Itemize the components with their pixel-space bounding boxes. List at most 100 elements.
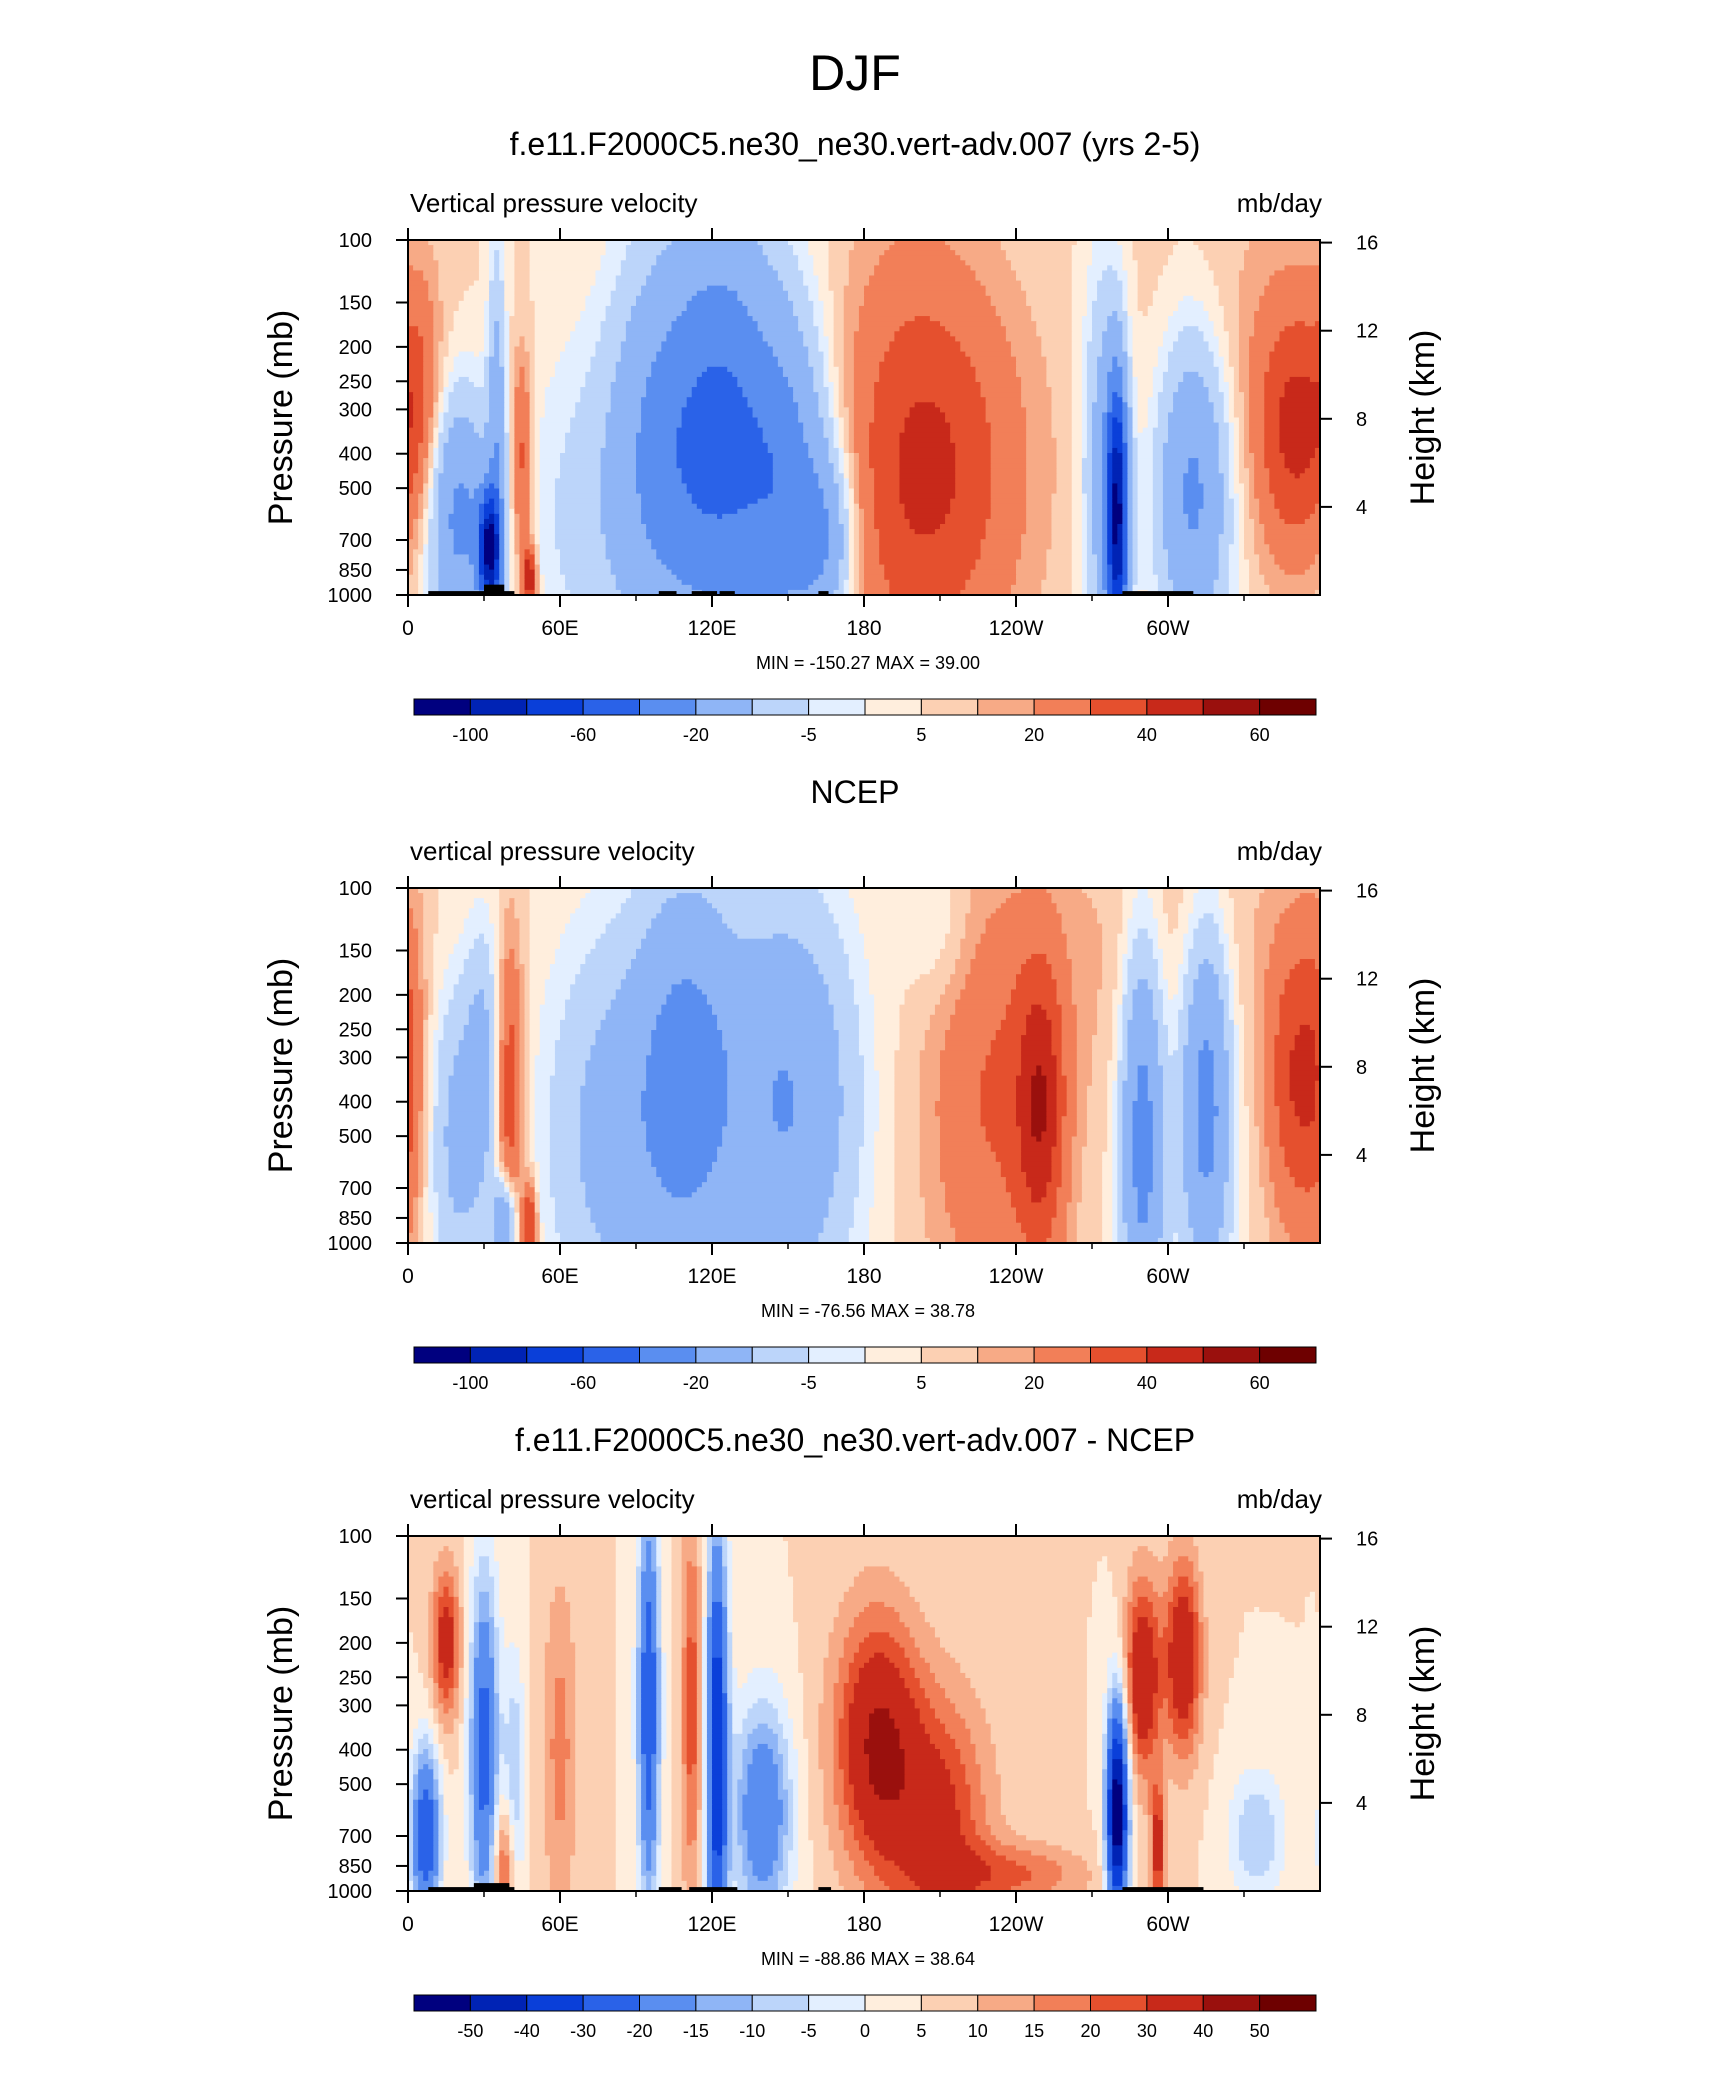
field-cell [1147, 928, 1159, 935]
field-cell [1117, 417, 1123, 424]
field-cell [418, 463, 424, 469]
field-cell [955, 478, 992, 485]
field-cell [478, 544, 485, 550]
field-cell [408, 265, 414, 272]
field-cell [1112, 559, 1123, 566]
field-cell [874, 1060, 895, 1067]
field-cell [433, 1060, 439, 1067]
field-cell [1193, 908, 1225, 914]
field-cell [1228, 356, 1240, 363]
field-cell [1213, 417, 1225, 424]
field-cell [838, 564, 850, 571]
field-cell [468, 417, 490, 424]
field-cell [1051, 1019, 1063, 1026]
field-cell [539, 564, 561, 571]
panel-left-label: Vertical pressure velocity [410, 188, 698, 218]
field-cell [838, 458, 845, 464]
field-cell [499, 493, 505, 500]
field-cell [489, 964, 495, 970]
field-cell [1233, 1009, 1245, 1016]
field-cell [1254, 994, 1265, 1001]
field-cell [1228, 437, 1235, 444]
field-cell [641, 290, 698, 297]
field-cell [534, 442, 541, 449]
field-cell [1051, 529, 1073, 535]
x-tick-label: 180 [846, 617, 881, 640]
field-cell [838, 432, 845, 439]
field-cell [772, 468, 814, 474]
field-cell [1178, 1009, 1189, 1016]
field-cell [408, 898, 424, 904]
field-cell [1122, 564, 1129, 571]
field-cell [1228, 458, 1235, 464]
field-cell [777, 275, 804, 282]
field-cell [808, 447, 830, 454]
field-cell [990, 478, 1027, 485]
field-cell [1137, 412, 1149, 419]
field-cell [514, 422, 531, 429]
field-cell [651, 361, 779, 368]
field-cell [1127, 918, 1159, 925]
field-cell [615, 366, 652, 373]
field-cell [747, 305, 794, 312]
field-cell [838, 1035, 860, 1041]
field-cell [600, 483, 637, 490]
field-cell [1304, 518, 1321, 525]
field-cell [874, 1045, 901, 1051]
field-cell [965, 351, 1012, 358]
field-cell [433, 341, 439, 348]
field-cell [443, 442, 495, 449]
field-cell [509, 518, 515, 525]
field-cell [499, 524, 505, 530]
field-cell [813, 260, 830, 266]
field-cell [504, 392, 510, 398]
field-cell [1233, 1070, 1240, 1077]
field-cell [478, 250, 490, 256]
field-cell [448, 1080, 490, 1087]
field-cell [428, 483, 434, 490]
field-cell [494, 574, 500, 581]
field-cell [1228, 392, 1235, 398]
field-cell [1162, 336, 1179, 343]
field-cell [575, 974, 627, 980]
field-cell [843, 295, 865, 302]
field-cell [666, 999, 708, 1006]
field-cell [1137, 300, 1154, 307]
field-cell [1132, 953, 1154, 960]
field-cell [438, 513, 450, 520]
field-cell [499, 1060, 505, 1067]
field-cell [1249, 513, 1260, 520]
field-cell [1081, 518, 1088, 525]
field-cell [818, 346, 830, 353]
field-cell [884, 356, 971, 363]
field-cell [539, 554, 561, 561]
field-cell [489, 959, 495, 965]
field-cell [864, 518, 875, 525]
field-cell [504, 387, 510, 393]
field-cell [494, 326, 500, 332]
field-cell [641, 943, 804, 950]
field-cell [1122, 554, 1129, 561]
field-cell [1162, 529, 1225, 535]
field-cell [1223, 483, 1230, 490]
field-cell [1218, 447, 1230, 454]
field-cell [1076, 240, 1093, 246]
field-cell [423, 943, 434, 950]
field-cell [838, 1045, 860, 1051]
field-cell [641, 503, 698, 510]
field-cell [864, 300, 992, 307]
field-cell [1233, 984, 1240, 991]
field-cell [818, 473, 835, 479]
field-cell [1132, 417, 1139, 424]
field-cell [869, 979, 916, 985]
field-cell [1223, 478, 1230, 485]
field-cell [858, 518, 865, 525]
field-cell [1107, 473, 1113, 479]
field-cell [473, 584, 480, 591]
field-cell [1157, 584, 1174, 591]
field-cell [560, 458, 602, 464]
field-cell [1244, 1004, 1255, 1011]
field-cell [494, 559, 500, 566]
field-cell [838, 468, 845, 474]
field-cell [438, 366, 445, 373]
